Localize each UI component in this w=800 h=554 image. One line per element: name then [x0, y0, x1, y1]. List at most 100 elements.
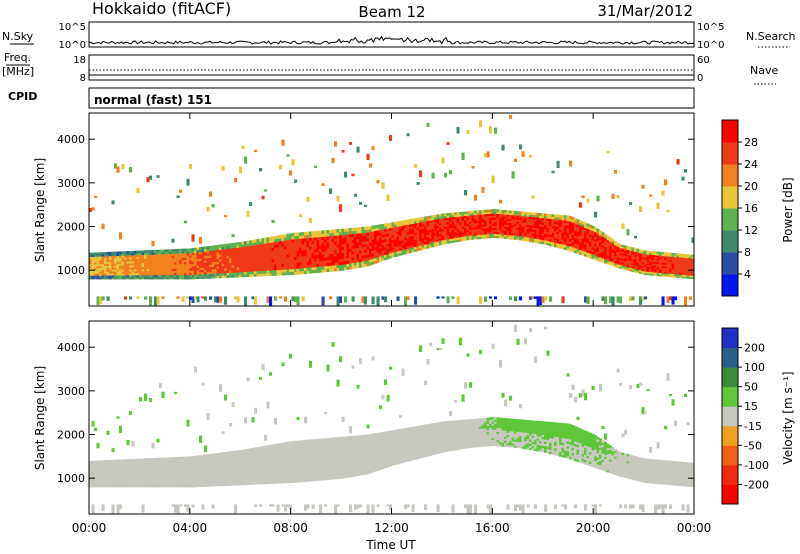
power-cell [176, 266, 180, 269]
velocity-cell [279, 457, 283, 461]
power-cell [96, 256, 100, 259]
power-cell [691, 268, 694, 271]
velocity-cell [239, 459, 243, 463]
power-cell [609, 251, 613, 254]
velocity-cell [256, 457, 260, 461]
power-cell [219, 270, 223, 274]
power-cell [431, 172, 435, 179]
power-cell [199, 247, 203, 250]
power-cell [376, 296, 380, 306]
power-cell [604, 254, 608, 258]
power-cell [159, 256, 163, 259]
velocity-cell [171, 461, 175, 464]
power-cell [246, 268, 250, 272]
velocity-cell [94, 481, 98, 484]
power-cell [234, 269, 238, 273]
power-cell [516, 233, 520, 236]
power-cell [369, 163, 373, 168]
velocity-cell [246, 481, 250, 485]
power-cell [321, 254, 325, 258]
velocity-cell [96, 471, 100, 475]
power-cell [471, 212, 475, 216]
power-cell [189, 254, 193, 258]
velocity-cell [194, 455, 198, 459]
power-cell [106, 296, 110, 301]
velocity-cell [271, 455, 275, 459]
power-cell [594, 254, 598, 258]
power-cell [96, 263, 100, 267]
power-cell [511, 220, 515, 224]
power-cell [679, 270, 683, 273]
power-cell [319, 236, 323, 241]
power-cell [234, 257, 238, 261]
power-cell [424, 216, 428, 220]
power-cell [536, 296, 540, 306]
power-cell [396, 248, 400, 252]
power-cell [104, 255, 108, 259]
power-cell [451, 229, 455, 233]
power-cell [676, 260, 680, 263]
power-cell [171, 255, 175, 259]
power-cell [224, 296, 228, 305]
velocity-cell [99, 479, 103, 482]
power-cell [506, 214, 510, 217]
velocity-cell [269, 504, 273, 507]
velocity-cell [214, 469, 218, 473]
power-cell [649, 271, 653, 274]
power-cell [464, 232, 468, 235]
power-cell [651, 256, 655, 259]
power-cell [384, 231, 388, 235]
velocity-cell [154, 476, 158, 480]
power-cell [661, 255, 665, 258]
velocity-cell [151, 484, 155, 488]
power-cell [129, 276, 133, 280]
velocity-cell [89, 472, 93, 475]
velocity-cell [261, 451, 265, 455]
power-cell [476, 220, 480, 224]
power-cell [179, 189, 183, 193]
power-cell [544, 226, 548, 230]
power-cell [509, 228, 513, 232]
power-cell [616, 246, 620, 249]
power-cell [531, 233, 535, 237]
velocity-cell [141, 480, 145, 484]
power-cell [491, 223, 495, 226]
velocity-cell [294, 443, 298, 448]
power-cell [601, 296, 605, 301]
power-cell [566, 247, 570, 251]
power-cell [514, 210, 518, 214]
velocity-cell [176, 478, 180, 481]
power-cell [529, 237, 533, 240]
power-cell [201, 260, 205, 264]
velocity-cell [254, 450, 258, 454]
velocity-cell [241, 479, 245, 483]
velocity-cell [124, 469, 128, 472]
power-cell [491, 221, 495, 224]
power-cell [134, 266, 138, 270]
power-cell [294, 271, 298, 275]
power-cell [374, 257, 378, 261]
power-cell [674, 273, 678, 276]
power-cell [536, 219, 540, 222]
power-cell [459, 232, 463, 236]
power-cell [474, 194, 478, 201]
velocity-cell [136, 478, 140, 482]
power-cell [686, 254, 690, 257]
velocity-cell [201, 470, 205, 474]
power-cell [224, 251, 228, 254]
velocity-cell [226, 470, 230, 474]
power-cell [344, 237, 348, 241]
power-cell [141, 260, 145, 264]
power-cell [521, 221, 525, 225]
power-cell [521, 213, 525, 217]
velocity-cell [206, 470, 210, 473]
power-cell [251, 260, 255, 264]
power-cell [609, 255, 613, 258]
velocity-cell [249, 479, 253, 483]
power-cell [261, 257, 265, 261]
power-cell [416, 248, 420, 252]
velocity-cell [249, 476, 253, 480]
power-cell [449, 221, 453, 224]
power-cell [456, 296, 460, 305]
power-cell [156, 274, 160, 278]
